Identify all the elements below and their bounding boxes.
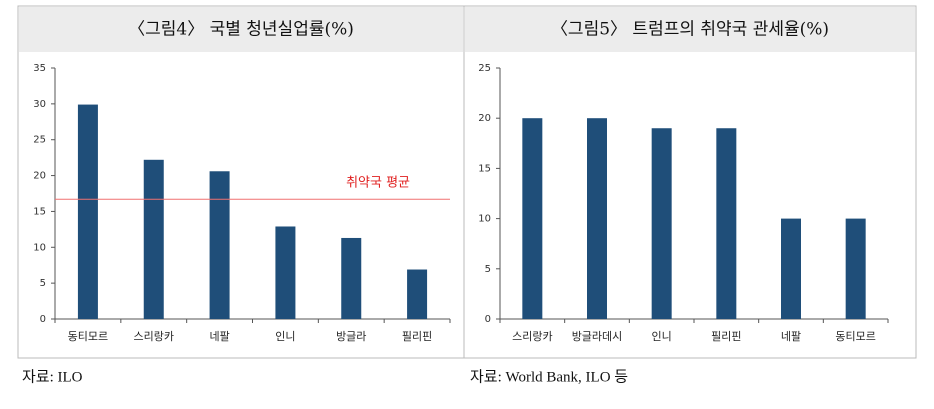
chart-title: 〈그림4〉 국별 청년실업률(%)	[128, 20, 354, 40]
chart-title: 〈그림5〉 트럼프의 취약국 관세율(%)	[551, 20, 829, 40]
y-tick-label: 0	[40, 314, 46, 325]
x-tick-label: 동티모르	[835, 330, 875, 343]
bar	[143, 159, 164, 319]
panel-frame	[463, 5, 917, 359]
bar	[275, 226, 296, 319]
bar	[716, 128, 737, 319]
x-tick-label: 필리핀	[711, 330, 741, 343]
y-tick-label: 5	[485, 264, 491, 275]
y-tick-label: 15	[33, 206, 46, 217]
y-tick-label: 25	[33, 135, 46, 146]
x-tick-label: 동티모르	[68, 330, 108, 343]
y-tick-label: 10	[478, 214, 491, 225]
x-tick-label: 인니	[652, 330, 672, 343]
title-band	[19, 7, 463, 52]
reference-label: 취약국 평균	[346, 176, 410, 191]
x-tick-label: 필리핀	[402, 330, 432, 343]
bar	[845, 218, 866, 319]
y-tick-label: 20	[33, 171, 46, 182]
x-tick-label: 스리랑카	[134, 330, 174, 343]
bar	[781, 218, 801, 319]
y-tick-label: 15	[478, 163, 491, 174]
bar	[209, 171, 230, 319]
x-tick-label: 스리랑카	[512, 330, 552, 343]
y-tick-label: 35	[33, 63, 46, 74]
y-tick-label: 20	[478, 113, 491, 124]
x-tick-label: 네팔	[209, 330, 229, 343]
bar	[77, 104, 98, 320]
y-tick-label: 5	[40, 278, 46, 289]
x-tick-label: 방글라	[336, 330, 366, 343]
y-tick-label: 30	[33, 99, 46, 110]
x-tick-label: 네팔	[781, 330, 801, 343]
y-tick-label: 25	[478, 63, 491, 74]
y-tick-label: 0	[485, 314, 491, 325]
y-tick-label: 10	[33, 242, 46, 253]
source: 자료: World Bank, ILO 등	[470, 368, 628, 385]
bar	[651, 128, 672, 319]
bar	[522, 118, 543, 319]
bar	[587, 118, 607, 319]
x-tick-label: 인니	[275, 330, 295, 343]
bar	[407, 269, 428, 319]
x-tick-label: 방글라데시	[572, 330, 623, 343]
bar	[341, 237, 362, 319]
source: 자료: ILO	[22, 368, 83, 385]
title-band	[465, 7, 915, 52]
